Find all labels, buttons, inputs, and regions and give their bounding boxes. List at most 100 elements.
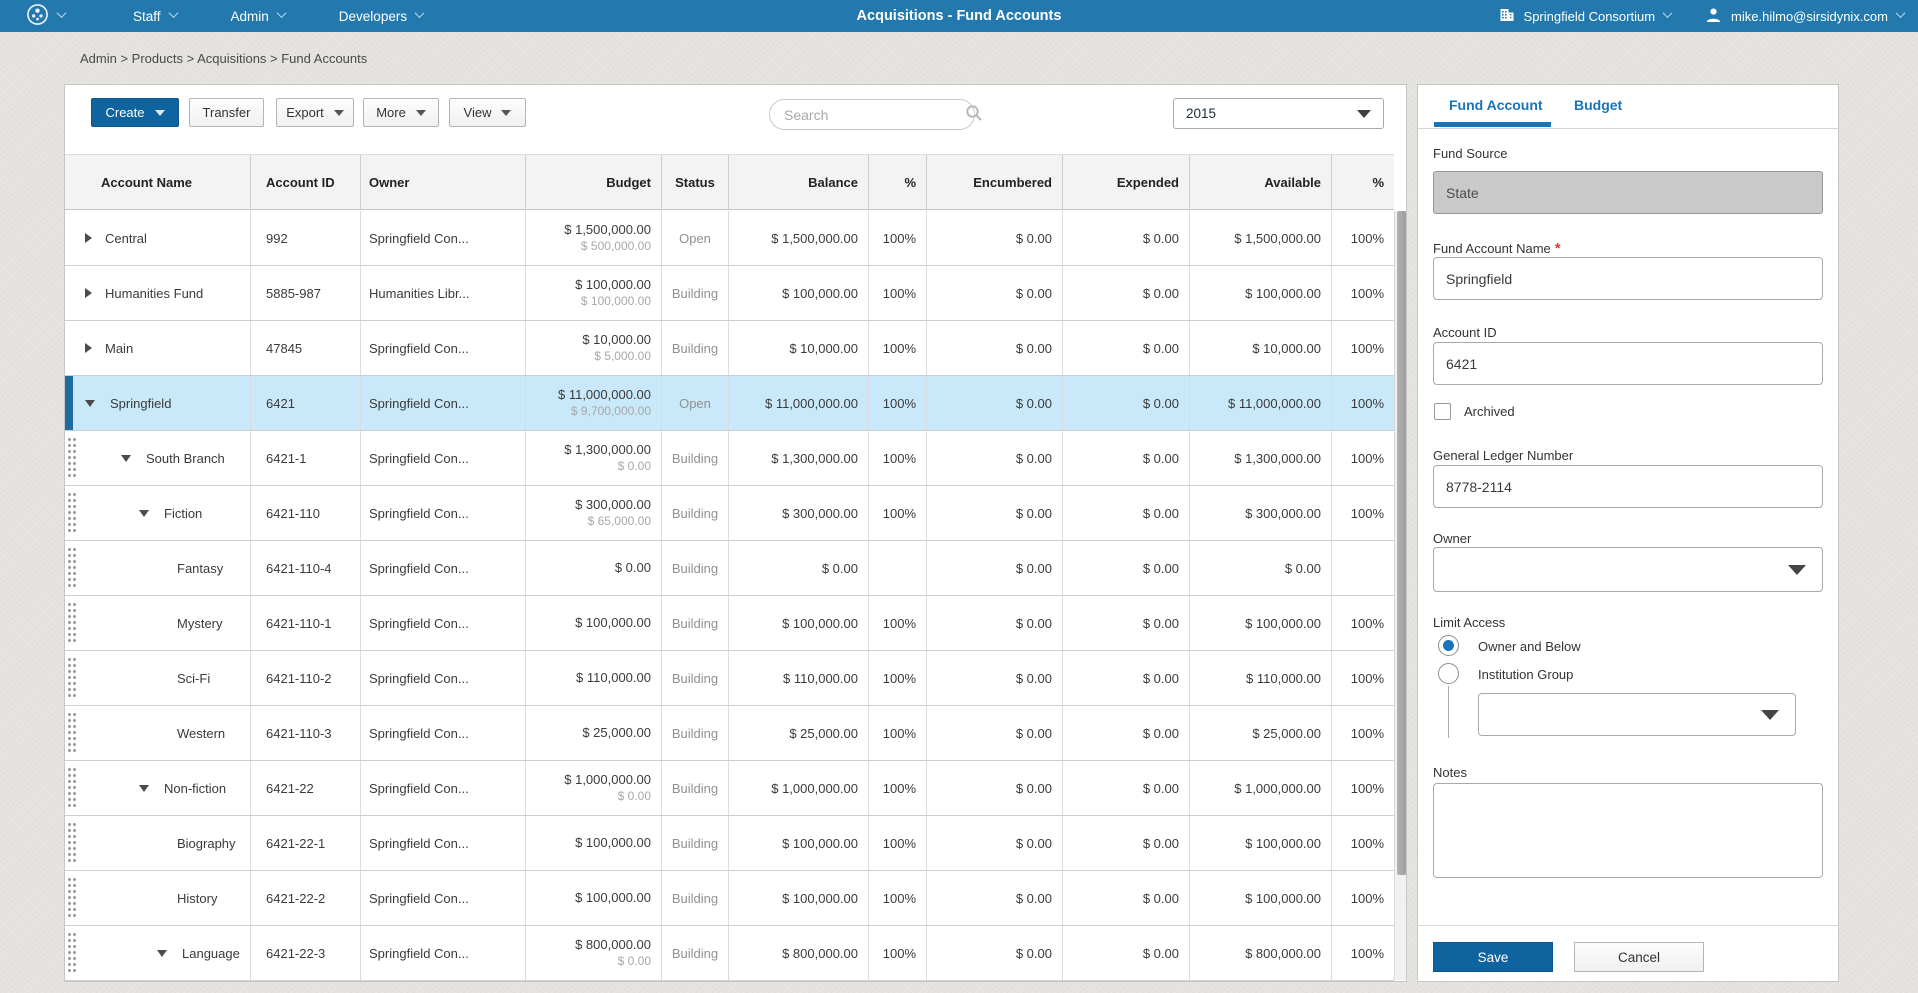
cell-owner: Springfield Con...: [361, 486, 526, 540]
institution-group-select[interactable]: [1478, 693, 1796, 736]
budget-primary: $ 1,500,000.00: [564, 222, 651, 239]
drag-handle-icon[interactable]: [68, 493, 77, 533]
vertical-scrollbar[interactable]: [1394, 211, 1406, 980]
cell-account-name: Non-fiction: [65, 761, 251, 815]
search-icon[interactable]: [965, 104, 983, 125]
search-input[interactable]: [784, 107, 965, 123]
nav-menu-admin[interactable]: Admin: [231, 9, 285, 24]
cell-available-pct: 100%: [1332, 486, 1394, 540]
cell-balance-pct: 100%: [869, 926, 927, 980]
expand-arrow-icon[interactable]: [157, 950, 167, 957]
column-header-balance[interactable]: Balance: [729, 155, 869, 209]
table-body: Central 992 Springfield Con... $ 1,500,0…: [65, 211, 1394, 981]
breadcrumb[interactable]: Admin > Products > Acquisitions > Fund A…: [80, 51, 367, 66]
column-header-status[interactable]: Status: [662, 155, 729, 209]
cell-account-name: Biography: [65, 816, 251, 870]
column-header-account-name[interactable]: Account Name: [65, 155, 251, 209]
user-menu[interactable]: mike.hilmo@sirsidynix.com: [1705, 7, 1904, 26]
table-row[interactable]: Central 992 Springfield Con... $ 1,500,0…: [65, 211, 1394, 266]
general-ledger-number-input[interactable]: [1446, 479, 1810, 495]
save-button[interactable]: Save: [1433, 942, 1553, 972]
table-row[interactable]: Fantasy 6421-110-4 Springfield Con... $ …: [65, 541, 1394, 596]
table-row[interactable]: Main 47845 Springfield Con... $ 10,000.0…: [65, 321, 1394, 376]
cell-account-name: Springfield: [65, 376, 251, 430]
nav-menu-staff-label: Staff: [133, 9, 161, 24]
archived-checkbox[interactable]: [1434, 403, 1451, 420]
column-header-available-pct[interactable]: %: [1332, 155, 1394, 209]
cancel-button[interactable]: Cancel: [1574, 942, 1704, 972]
drag-handle-icon[interactable]: [68, 548, 77, 588]
tab-budget[interactable]: Budget: [1574, 97, 1622, 113]
cell-expended: $ 0.00: [1063, 541, 1190, 595]
expand-arrow-icon[interactable]: [85, 343, 92, 353]
budget-primary: $ 100,000.00: [575, 277, 651, 294]
budget-primary: $ 100,000.00: [575, 835, 651, 852]
drag-handle-icon[interactable]: [68, 603, 77, 643]
radio-owner-and-below[interactable]: [1438, 635, 1459, 656]
table-row[interactable]: Language 6421-22-3 Springfield Con... $ …: [65, 926, 1394, 981]
table-row[interactable]: Biography 6421-22-1 Springfield Con... $…: [65, 816, 1394, 871]
table-row[interactable]: Springfield 6421 Springfield Con... $ 11…: [65, 376, 1394, 431]
create-button[interactable]: Create: [91, 98, 179, 127]
chevron-down-icon[interactable]: [57, 8, 67, 18]
column-header-available[interactable]: Available: [1190, 155, 1332, 209]
expand-arrow-icon[interactable]: [85, 233, 92, 243]
table-row[interactable]: Sci-Fi 6421-110-2 Springfield Con... $ 1…: [65, 651, 1394, 706]
notes-textarea[interactable]: [1433, 783, 1823, 878]
tab-fund-account[interactable]: Fund Account: [1449, 97, 1543, 113]
export-button[interactable]: Export: [276, 98, 354, 127]
scrollbar-thumb[interactable]: [1397, 211, 1406, 875]
cell-owner: Springfield Con...: [361, 596, 526, 650]
column-header-owner[interactable]: Owner: [361, 155, 526, 209]
drag-handle-icon[interactable]: [68, 878, 77, 918]
more-button[interactable]: More: [363, 98, 439, 127]
expand-arrow-icon[interactable]: [85, 400, 95, 407]
cell-account-id: 6421-22-2: [251, 871, 361, 925]
expand-arrow-icon[interactable]: [85, 288, 92, 298]
table-row[interactable]: Non-fiction 6421-22 Springfield Con... $…: [65, 761, 1394, 816]
expand-arrow-icon[interactable]: [121, 455, 131, 462]
expand-arrow-icon[interactable]: [139, 510, 149, 517]
table-row[interactable]: Western 6421-110-3 Springfield Con... $ …: [65, 706, 1394, 761]
cell-budget: $ 1,000,000.00 $ 0.00: [526, 761, 662, 815]
table-row[interactable]: History 6421-22-2 Springfield Con... $ 1…: [65, 871, 1394, 926]
cell-balance-pct: 100%: [869, 211, 927, 265]
nav-menu-developers[interactable]: Developers: [339, 9, 423, 24]
caret-down-icon: [155, 110, 165, 116]
column-header-encumbered[interactable]: Encumbered: [927, 155, 1063, 209]
owner-select[interactable]: [1433, 547, 1823, 592]
drag-handle-icon[interactable]: [68, 713, 77, 753]
nav-menu-staff[interactable]: Staff: [133, 9, 177, 24]
cell-budget: $ 10,000.00 $ 5,000.00: [526, 321, 662, 375]
budget-primary: $ 1,300,000.00: [564, 442, 651, 459]
bluecloud-logo-icon[interactable]: [26, 3, 49, 29]
table-row[interactable]: Humanities Fund 5885-987 Humanities Libr…: [65, 266, 1394, 321]
expand-arrow-icon[interactable]: [139, 785, 149, 792]
cell-balance: $ 0.00: [729, 541, 869, 595]
table-row[interactable]: Mystery 6421-110-1 Springfield Con... $ …: [65, 596, 1394, 651]
consortium-selector[interactable]: Springfield Consortium: [1499, 7, 1672, 25]
cell-status: Building: [662, 871, 729, 925]
cell-available-pct: 100%: [1332, 321, 1394, 375]
transfer-button[interactable]: Transfer: [189, 98, 264, 127]
radio-owner-and-below-label: Owner and Below: [1478, 639, 1581, 654]
drag-handle-icon[interactable]: [68, 438, 77, 478]
cell-account-name: Main: [65, 321, 251, 375]
radio-institution-group[interactable]: [1438, 663, 1459, 684]
fund-account-name-input[interactable]: [1446, 271, 1810, 287]
drag-handle-icon[interactable]: [68, 823, 77, 863]
account-id-input[interactable]: [1446, 356, 1810, 372]
table-row[interactable]: South Branch 6421-1 Springfield Con... $…: [65, 431, 1394, 486]
column-header-budget[interactable]: Budget: [526, 155, 662, 209]
drag-handle-icon[interactable]: [68, 658, 77, 698]
cell-available: $ 1,000,000.00: [1190, 761, 1332, 815]
fiscal-year-select[interactable]: 2015: [1173, 98, 1384, 129]
drag-handle-icon[interactable]: [68, 768, 77, 808]
drag-handle-icon[interactable]: [68, 933, 77, 973]
cell-status: Building: [662, 486, 729, 540]
view-button[interactable]: View: [449, 98, 526, 127]
column-header-account-id[interactable]: Account ID: [251, 155, 361, 209]
table-row[interactable]: Fiction 6421-110 Springfield Con... $ 30…: [65, 486, 1394, 541]
column-header-expended[interactable]: Expended: [1063, 155, 1190, 209]
column-header-balance-pct[interactable]: %: [869, 155, 927, 209]
